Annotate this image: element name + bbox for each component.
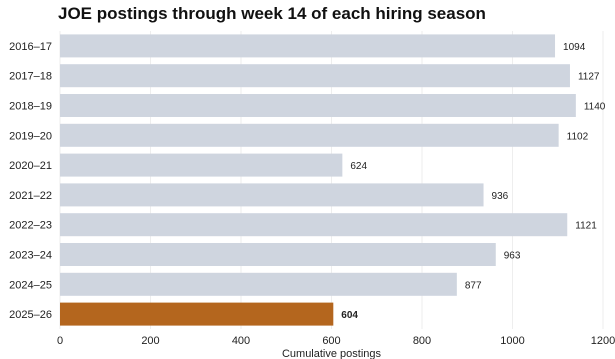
x-tick-label: 1000 xyxy=(500,335,524,347)
x-tick-label: 600 xyxy=(322,335,340,347)
bar-2024–25 xyxy=(60,272,457,296)
category-label: 2022–23 xyxy=(9,220,52,232)
value-label: 604 xyxy=(341,310,358,321)
value-labels: 1094 1127 1140 1102 624 936 1121 963 877 604 xyxy=(341,42,605,321)
category-label: 2018–19 xyxy=(9,101,52,113)
value-label: 963 xyxy=(504,251,521,262)
value-label: 877 xyxy=(465,280,482,291)
category-label: 2020–21 xyxy=(9,160,52,172)
bar-2022–23 xyxy=(60,213,568,237)
bar-2021–22 xyxy=(60,183,484,207)
category-label: 2023–24 xyxy=(9,250,52,262)
value-label: 1127 xyxy=(578,72,600,83)
value-label: 1140 xyxy=(584,102,606,113)
category-label: 2025–26 xyxy=(9,309,52,321)
value-label: 624 xyxy=(350,161,367,172)
bar-2016–17 xyxy=(60,34,556,58)
bar-2025–26 xyxy=(60,302,334,326)
category-label: 2024–25 xyxy=(9,279,52,291)
bar-2018–19 xyxy=(60,94,576,117)
x-tick-labels: 0 200 400 600 800 1000 1200 xyxy=(57,335,615,347)
value-label: 1094 xyxy=(563,42,586,53)
x-tick-label: 400 xyxy=(232,335,250,347)
value-label: 1121 xyxy=(575,221,597,232)
x-tick-label: 800 xyxy=(413,335,431,347)
category-label: 2021–22 xyxy=(9,190,52,202)
category-labels: 2016–17 2017–18 2018–19 2019–20 2020–21 2021–… xyxy=(9,41,52,321)
value-label: 1102 xyxy=(567,131,589,142)
x-tick-label: 0 xyxy=(57,335,63,347)
category-label: 2019–20 xyxy=(9,130,52,142)
bar-2019–20 xyxy=(60,123,559,147)
bar-2017–18 xyxy=(60,64,570,88)
bars xyxy=(60,34,576,326)
value-label: 936 xyxy=(492,191,509,202)
x-axis-title: Cumulative postings xyxy=(282,348,382,359)
category-label: 2017–18 xyxy=(9,71,52,83)
x-tick-label: 1200 xyxy=(591,335,615,347)
bar-2023–24 xyxy=(60,243,496,266)
x-tick-label: 200 xyxy=(141,335,159,347)
bar-2020–21 xyxy=(60,153,343,177)
chart-title: JOE postings through week 14 of each hir… xyxy=(58,4,486,23)
category-label: 2016–17 xyxy=(9,41,52,53)
